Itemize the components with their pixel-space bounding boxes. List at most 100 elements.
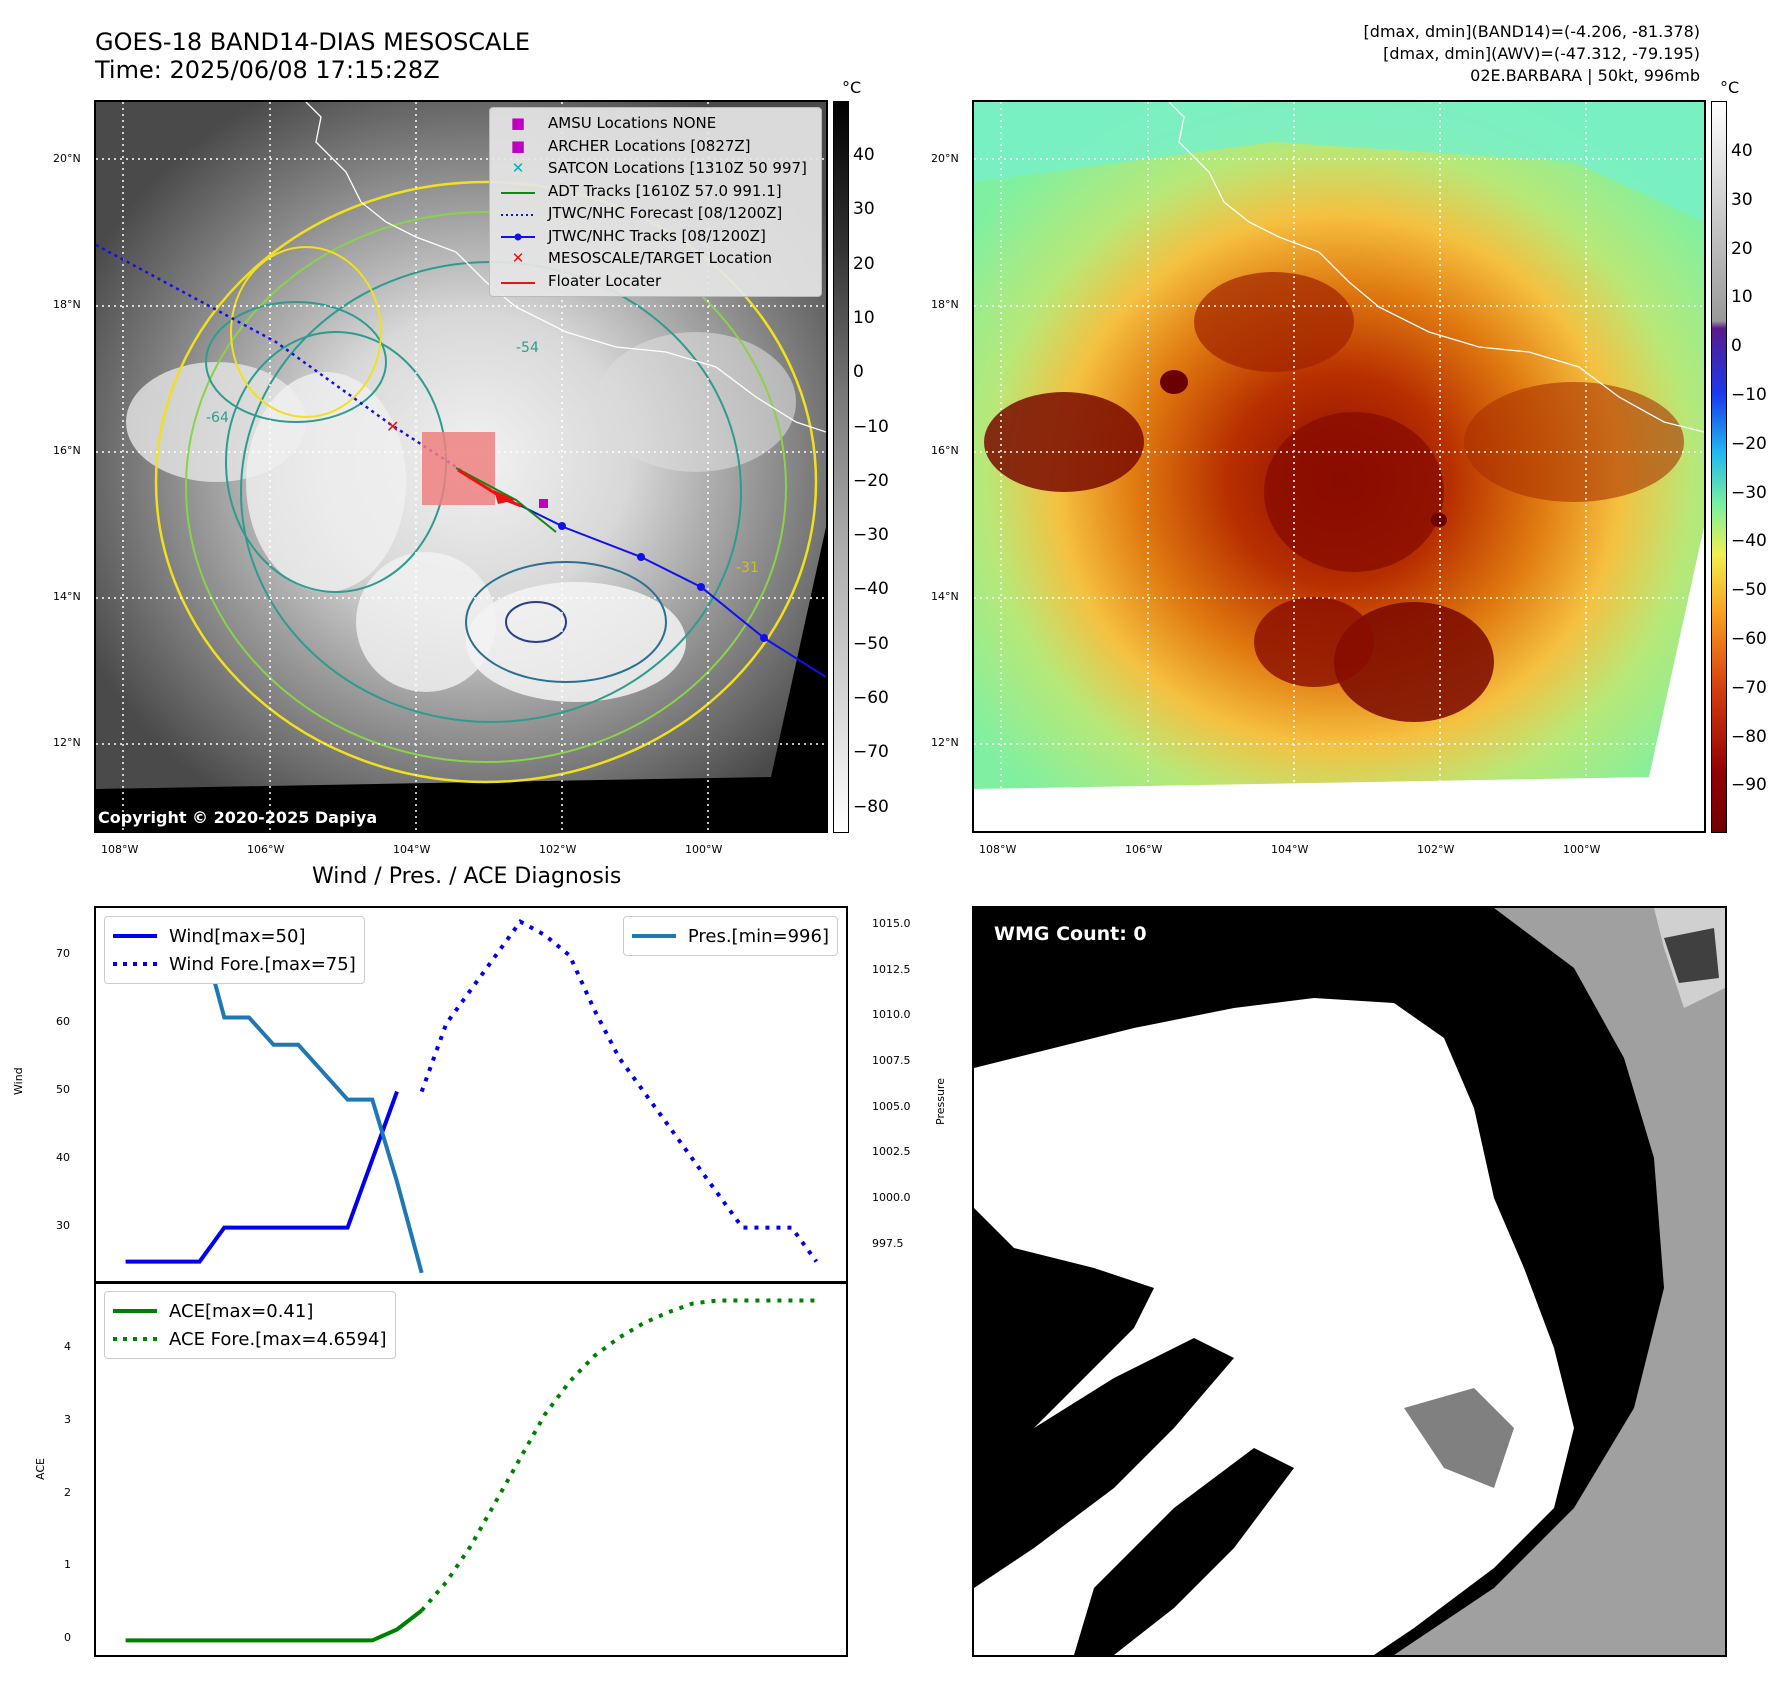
- awv-colorbar-tick: 40: [1731, 141, 1753, 161]
- ir-colorbar-tick: −40: [853, 579, 889, 600]
- legend-ace: ACE[max=0.41]: [113, 1297, 387, 1325]
- legend-adt: ADT Tracks [1610Z 57.0 991.1]: [498, 180, 813, 203]
- ir-colorbar-tick: 30: [853, 199, 875, 220]
- awv-colorbar-unit: °C: [1720, 78, 1740, 97]
- wmg-panel[interactable]: WMG Count: 0: [972, 906, 1727, 1657]
- ir-lon-100: 100°W: [685, 843, 723, 856]
- awv-lon-104: 104°W: [1271, 843, 1309, 856]
- ir-colorbar-tick: 0: [853, 362, 864, 383]
- awv-map-image: [974, 102, 1704, 831]
- solid-line-icon: [113, 1309, 157, 1313]
- awv-lon-106: 106°W: [1125, 843, 1163, 856]
- x-icon: ✕: [511, 249, 525, 268]
- awv-colorbar-tick: −40: [1731, 531, 1767, 552]
- ir-colorbar-tick: 20: [853, 253, 875, 274]
- wind-tick: 70: [56, 946, 70, 960]
- ir-colorbar-tick: −60: [853, 688, 889, 708]
- wind-tick: 60: [56, 1014, 70, 1028]
- awv-colorbar-tick: −90: [1731, 775, 1767, 796]
- solid-line-icon: [113, 934, 157, 938]
- awv-lon-102: 102°W: [1417, 843, 1455, 856]
- wmg-image: [974, 908, 1725, 1655]
- awv-lat-14: 14°N: [931, 590, 959, 603]
- ace-forecast-line: [420, 1298, 817, 1612]
- wind-tick: 40: [56, 1150, 70, 1164]
- svg-text:✕: ✕: [386, 417, 399, 436]
- ir-colorbar-tick: 40: [853, 145, 875, 165]
- ir-colorbar: [833, 101, 849, 833]
- legend-satcon: ✕ SATCON Locations [1310Z 50 997]: [498, 157, 813, 180]
- awv-map-panel[interactable]: [972, 100, 1706, 833]
- ace-tick: 2: [64, 1485, 71, 1499]
- ir-map-panel[interactable]: ✕ -64 -54 -31 Copyright © 2020-2025 Dapi…: [94, 100, 828, 833]
- pressure-tick: 1015.0: [872, 917, 911, 931]
- ace-chart: [125, 1298, 817, 1643]
- pressure-tick: 1007.5: [872, 1054, 911, 1068]
- ace-tick: 1: [64, 1558, 71, 1572]
- ir-colorbar-tick: 10: [853, 307, 875, 328]
- awv-colorbar-tick: −20: [1731, 433, 1767, 454]
- legend-ace-forecast: ACE Fore.[max=4.6594]: [113, 1325, 387, 1353]
- awv-colorbar: [1711, 101, 1727, 833]
- wind-tick: 50: [56, 1082, 70, 1096]
- legend-forecast: JTWC/NHC Forecast [08/1200Z]: [498, 202, 813, 225]
- awv-colorbar-tick: 10: [1731, 287, 1753, 308]
- figure-time: Time: 2025/06/08 17:15:28Z: [95, 56, 440, 84]
- ir-colorbar-tick: −20: [853, 470, 889, 491]
- awv-colorbar-tick: 30: [1731, 189, 1753, 210]
- legend-amsu: ■ AMSU Locations NONE: [498, 112, 813, 135]
- contour-label-54: -54: [516, 340, 539, 356]
- legend-wind: Wind[max=50]: [113, 922, 356, 950]
- legend-wind-forecast: Wind Fore.[max=75]: [113, 950, 356, 978]
- ir-colorbar-tick: −80: [853, 796, 889, 817]
- dotted-line-icon: [498, 204, 538, 222]
- ir-colorbar-tick: −70: [853, 742, 889, 763]
- wind-pressure-panel[interactable]: Wind[max=50] Wind Fore.[max=75] Pres.[mi…: [94, 906, 848, 1284]
- legend-tracks: JTWC/NHC Tracks [08/1200Z]: [498, 225, 813, 248]
- awv-colorbar-tick: −70: [1731, 677, 1767, 698]
- legend-pressure: Pres.[min=996]: [631, 922, 829, 950]
- awv-colorbar-tick: −80: [1731, 726, 1767, 747]
- wind-observed-line: [125, 1090, 399, 1264]
- ir-legend: ■ AMSU Locations NONE ■ ARCHER Locations […: [489, 107, 822, 297]
- ace-panel[interactable]: ACE[max=0.41] ACE Fore.[max=4.6594]: [94, 1281, 848, 1657]
- contour-label-31: -31: [736, 560, 759, 576]
- awv-lon-100: 100°W: [1563, 843, 1601, 856]
- solid-line-icon: [631, 934, 676, 938]
- legend-archer: ■ ARCHER Locations [0827Z]: [498, 135, 813, 158]
- ir-lat-16: 16°N: [53, 444, 81, 457]
- legend-mesoscale: ✕ MESOSCALE/TARGET Location: [498, 247, 813, 270]
- awv-lon-108: 108°W: [979, 843, 1017, 856]
- awv-colorbar-tick: −60: [1731, 629, 1767, 649]
- awv-lat-18: 18°N: [931, 298, 959, 311]
- ir-lat-18: 18°N: [53, 298, 81, 311]
- ace-tick: 4: [64, 1339, 71, 1353]
- awv-lat-20: 20°N: [931, 152, 959, 165]
- awv-colorbar-tick: −50: [1731, 580, 1767, 601]
- contour-label-64: -64: [206, 410, 229, 426]
- wind-tick: 30: [56, 1218, 70, 1232]
- info-storm: 02E.BARBARA | 50kt, 996mb: [1470, 66, 1700, 85]
- ir-colorbar-unit: °C: [842, 78, 862, 97]
- awv-lat-16: 16°N: [931, 444, 959, 457]
- legend-floater: Floater Locater: [498, 270, 813, 293]
- x-icon: ✕: [511, 159, 525, 178]
- wind-legend: Wind[max=50] Wind Fore.[max=75]: [104, 916, 365, 984]
- awv-colorbar-tick: 20: [1731, 238, 1753, 259]
- dotted-line-icon: [113, 1337, 157, 1341]
- pressure-tick: 1000.0: [872, 1190, 911, 1204]
- ace-ylabel: ACE: [34, 1458, 47, 1480]
- ace-observed-line: [125, 1608, 423, 1643]
- info-band14: [dmax, dmin](BAND14)=(-4.206, -81.378): [1363, 22, 1700, 41]
- pressure-ylabel: Pressure: [934, 1078, 947, 1125]
- line-dot-icon: [498, 227, 538, 245]
- pressure-legend: Pres.[min=996]: [622, 916, 838, 956]
- wind-forecast-line: [419, 918, 819, 1263]
- pressure-tick: 997.5: [872, 1236, 904, 1250]
- ir-lon-108: 108°W: [101, 843, 139, 856]
- copyright-label: Copyright © 2020-2025 Dapiya: [98, 808, 378, 827]
- line-icon: [498, 272, 538, 290]
- figure-title: GOES-18 BAND14-DIAS MESOSCALE: [95, 28, 531, 56]
- pressure-tick: 1005.0: [872, 1099, 911, 1113]
- awv-colorbar-tick: −10: [1731, 385, 1767, 405]
